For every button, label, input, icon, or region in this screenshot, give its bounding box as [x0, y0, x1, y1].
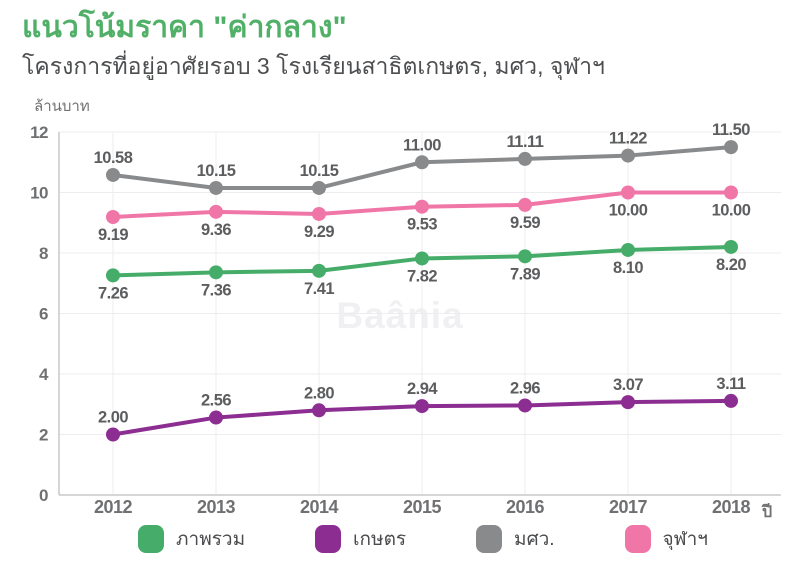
point-label-3: 9.59 — [510, 214, 540, 232]
point-label-1: 3.11 — [716, 375, 746, 393]
point-label-2: 11.22 — [609, 130, 647, 148]
legend-swatch-3 — [624, 525, 651, 553]
point-label-0: 7.26 — [98, 284, 128, 302]
point-label-2: 11.11 — [507, 133, 544, 151]
series-point-2 — [312, 180, 326, 195]
y-axis-unit-label: ล้านบาท — [34, 98, 90, 115]
series-point-1 — [621, 395, 635, 410]
y-tick-label: 4 — [39, 365, 49, 384]
series-point-2 — [209, 180, 223, 195]
point-label-3: 10.00 — [609, 202, 648, 220]
legend-label-2: มศว. — [514, 529, 555, 550]
point-label-2: 10.58 — [94, 149, 133, 167]
legend-swatch-1 — [315, 525, 342, 553]
series-point-0 — [415, 251, 429, 266]
y-tick-label: 6 — [39, 305, 48, 324]
legend-item-3: จุฬาฯ — [624, 524, 708, 554]
y-tick-label: 8 — [39, 244, 48, 263]
series-point-2 — [621, 148, 635, 163]
series-point-3 — [518, 197, 532, 212]
legend-label-3: จุฬาฯ — [662, 529, 708, 550]
point-label-0: 7.89 — [510, 265, 540, 283]
series-point-3 — [312, 206, 326, 221]
point-label-1: 3.07 — [613, 376, 643, 394]
chart-svg: 0 2 4 6 8 10 12 2012 2013 2014 2015 2016 2017 2018 7.2… — [30, 121, 781, 517]
point-label-0: 8.20 — [716, 256, 746, 274]
x-year-label: 2017 — [609, 497, 648, 517]
point-label-1: 2.80 — [304, 384, 334, 402]
series-point-3 — [621, 185, 635, 200]
series-point-1 — [312, 403, 326, 418]
series-point-0 — [312, 263, 326, 278]
point-label-2: 10.15 — [300, 162, 339, 180]
point-label-0: 7.82 — [407, 267, 437, 285]
point-label-1: 2.56 — [201, 392, 231, 410]
point-label-0: 7.36 — [201, 281, 231, 299]
x-year-label: 2012 — [94, 497, 133, 517]
point-label-3: 9.29 — [304, 223, 334, 241]
series-point-2 — [518, 151, 532, 166]
series-point-2 — [106, 167, 120, 182]
point-label-3: 10.00 — [712, 202, 751, 220]
legend-item-1: เกษตร — [315, 524, 406, 554]
x-year-label: 2016 — [506, 497, 545, 517]
series-point-3 — [209, 204, 223, 219]
point-label-1: 2.00 — [98, 409, 128, 427]
series-point-0 — [106, 268, 120, 283]
series-point-1 — [415, 399, 429, 414]
x-year-label: 2013 — [197, 497, 236, 517]
legend-swatch-2 — [476, 525, 503, 553]
point-label-1: 2.96 — [510, 379, 540, 397]
legend-item-0: ภาพรวม — [138, 524, 245, 554]
legend-label-0: ภาพรวม — [176, 529, 246, 550]
series-point-3 — [106, 210, 120, 225]
series-point-1 — [106, 427, 120, 442]
point-label-2: 11.00 — [403, 136, 441, 154]
point-label-3: 9.36 — [201, 221, 231, 239]
point-label-3: 9.53 — [407, 216, 437, 234]
y-tick-label: 0 — [39, 486, 48, 505]
point-label-2: 11.50 — [712, 121, 750, 139]
legend: ภาพรวม เกษตร มศว. จุฬาฯ — [138, 524, 708, 554]
series-point-0 — [209, 265, 223, 280]
series-point-2 — [415, 155, 429, 170]
watermark: Baânia — [336, 295, 464, 336]
chart-subtitle: โครงการที่อยู่อาศัยรอบ 3 โรงเรียนสาธิตเก… — [22, 53, 605, 79]
series-point-3 — [415, 199, 429, 214]
y-tick-label: 10 — [30, 184, 48, 203]
x-axis-unit-label: ปี — [762, 504, 773, 521]
chart-title: แนวโน้มราคา "ค่ากลาง" — [22, 11, 347, 44]
x-year-label: 2018 — [712, 497, 751, 517]
point-label-0: 8.10 — [613, 259, 643, 277]
series-point-1 — [518, 398, 532, 413]
legend-label-1: เกษตร — [353, 529, 407, 550]
series-point-0 — [724, 239, 738, 254]
series-point-0 — [621, 242, 635, 257]
x-year-label: 2014 — [300, 497, 339, 517]
series-point-1 — [209, 410, 223, 425]
y-tick-label: 12 — [30, 123, 48, 142]
legend-item-2: มศว. — [476, 524, 555, 554]
y-tick-label: 2 — [39, 426, 48, 445]
x-year-label: 2015 — [403, 497, 442, 517]
point-label-1: 2.94 — [407, 380, 438, 398]
legend-swatch-0 — [138, 525, 164, 553]
point-label-3: 9.19 — [98, 226, 128, 244]
point-label-0: 7.41 — [304, 280, 334, 298]
series-point-1 — [724, 393, 738, 408]
series-point-3 — [724, 185, 738, 200]
series-point-2 — [724, 140, 738, 155]
series-point-0 — [518, 249, 532, 264]
point-label-2: 10.15 — [197, 162, 236, 180]
